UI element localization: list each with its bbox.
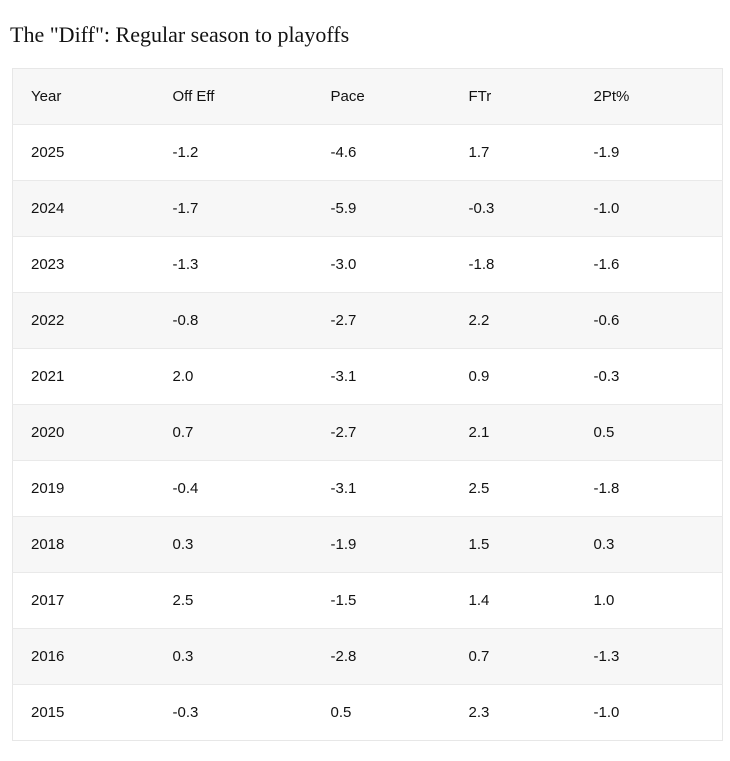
diff-table: Year Off Eff Pace FTr 2Pt% 2025 -1.2 -4.6 1… — [12, 68, 723, 741]
cell-off-eff: 2.0 — [154, 348, 313, 405]
table-row: 2024 -1.7 -5.9 -0.3 -1.0 — [12, 180, 723, 237]
table-row: 2017 2.5 -1.5 1.4 1.0 — [12, 572, 723, 629]
table-body: 2025 -1.2 -4.6 1.7 -1.9 2024 -1.7 -5.9 -0.3 -1.0 2… — [12, 124, 723, 741]
table-row: 2022 -0.8 -2.7 2.2 -0.6 — [12, 292, 723, 349]
table-container: Year Off Eff Pace FTr 2Pt% 2025 -1.2 -4.6 1… — [12, 68, 723, 741]
cell-2pt: -1.0 — [575, 180, 723, 237]
table-row: 2023 -1.3 -3.0 -1.8 -1.6 — [12, 236, 723, 293]
cell-off-eff: -1.7 — [154, 180, 313, 237]
cell-pace: -5.9 — [312, 180, 451, 237]
cell-2pt: -1.8 — [575, 460, 723, 517]
cell-2pt: 0.3 — [575, 516, 723, 573]
cell-ftr: 2.3 — [450, 684, 576, 741]
cell-off-eff: 2.5 — [154, 572, 313, 629]
cell-2pt: -0.3 — [575, 348, 723, 405]
cell-pace: -4.6 — [330, 144, 357, 161]
header-row: Year Off Eff Pace FTr 2Pt% — [12, 68, 723, 125]
cell-year: 2015 — [12, 684, 155, 741]
cell-year: 2020 — [12, 404, 155, 461]
cell-2pt: -1.3 — [575, 628, 723, 685]
cell-pace: -1.9 — [312, 516, 451, 573]
cell-ftr: 2.5 — [450, 460, 576, 517]
cell-off-eff: -1.2 — [172, 144, 199, 161]
cell-2pt: -1.9 — [593, 144, 620, 161]
table-row: 2021 2.0 -3.1 0.9 -0.3 — [12, 348, 723, 405]
cell-off-eff: -0.3 — [154, 684, 313, 741]
cell-year: 2023 — [12, 236, 155, 293]
column-header-2pt: 2Pt% — [575, 68, 723, 125]
cell-off-eff: 0.3 — [154, 628, 313, 685]
table-row: 2015 -0.3 0.5 2.3 -1.0 — [12, 684, 723, 741]
cell-ftr: -1.8 — [450, 236, 576, 293]
column-header-off-eff: Off Eff — [154, 68, 313, 125]
cell-ftr: 0.9 — [450, 348, 576, 405]
cell-pace: 0.5 — [312, 684, 451, 741]
column-header-year: Year — [12, 68, 155, 125]
cell-year: 2017 — [12, 572, 155, 629]
cell-ftr: 1.5 — [450, 516, 576, 573]
table-row: 2019 -0.4 -3.1 2.5 -1.8 — [12, 460, 723, 517]
cell-ftr: 2.2 — [450, 292, 576, 349]
cell-2pt: -0.6 — [575, 292, 723, 349]
cell-pace: -2.7 — [312, 404, 451, 461]
cell-pace: -2.7 — [312, 292, 451, 349]
table-row: 2020 0.7 -2.7 2.1 0.5 — [12, 404, 723, 461]
cell-year: 2018 — [12, 516, 155, 573]
cell-2pt: -1.0 — [575, 684, 723, 741]
table-header: Year Off Eff Pace FTr 2Pt% — [12, 68, 723, 125]
cell-year: 2019 — [12, 460, 155, 517]
cell-2pt: 0.5 — [575, 404, 723, 461]
cell-off-eff: -0.4 — [154, 460, 313, 517]
cell-off-eff: 0.3 — [154, 516, 313, 573]
cell-ftr: 1.7 — [468, 144, 490, 161]
table-row: 2016 0.3 -2.8 0.7 -1.3 — [12, 628, 723, 685]
cell-off-eff: 0.7 — [154, 404, 313, 461]
cell-pace: -3.1 — [312, 460, 451, 517]
cell-year: 2016 — [12, 628, 155, 685]
table-row: 2025 -1.2 -4.6 1.7 -1.9 — [12, 124, 723, 181]
cell-year: 2021 — [12, 348, 155, 405]
cell-year: 2025 — [31, 144, 65, 161]
cell-pace: -2.8 — [312, 628, 451, 685]
cell-pace: -3.0 — [312, 236, 451, 293]
column-header-pace: Pace — [312, 68, 451, 125]
cell-2pt: 1.0 — [575, 572, 723, 629]
cell-off-eff: -1.3 — [154, 236, 313, 293]
cell-off-eff: -0.8 — [154, 292, 313, 349]
cell-year: 2022 — [12, 292, 155, 349]
page-title: The "Diff": Regular season to playoffs — [10, 22, 350, 47]
cell-pace: -1.5 — [312, 572, 451, 629]
cell-year: 2024 — [12, 180, 155, 237]
cell-pace: -3.1 — [312, 348, 451, 405]
cell-ftr: 1.4 — [450, 572, 576, 629]
column-header-ftr: FTr — [450, 68, 576, 125]
cell-ftr: 0.7 — [450, 628, 576, 685]
cell-2pt: -1.6 — [575, 236, 723, 293]
cell-ftr: -0.3 — [450, 180, 576, 237]
table-row: 2018 0.3 -1.9 1.5 0.3 — [12, 516, 723, 573]
cell-ftr: 2.1 — [450, 404, 576, 461]
